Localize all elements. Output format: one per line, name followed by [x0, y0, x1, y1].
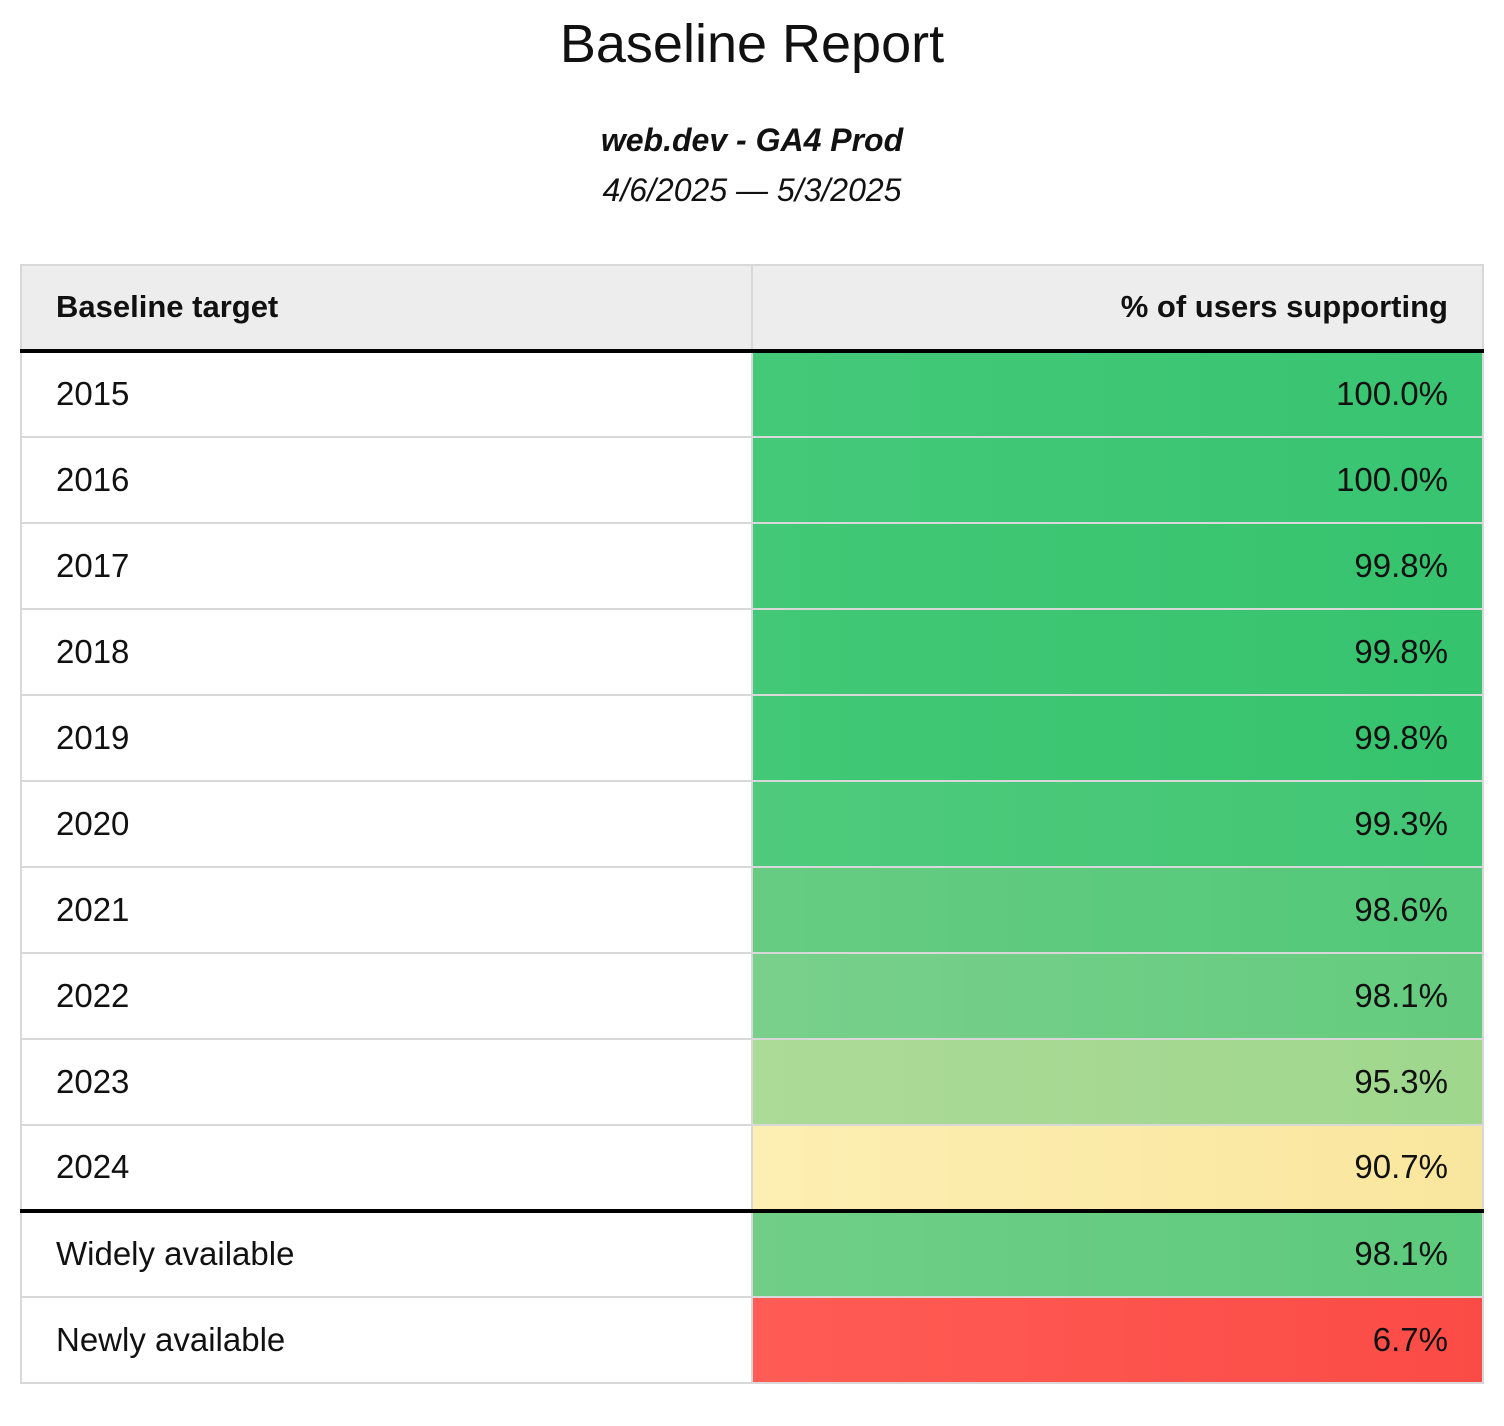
percent-supporting-cell: 100.0%	[751, 435, 1484, 524]
baseline-target-cell: 2018	[20, 607, 753, 696]
table-row: 2023 95.3%	[20, 1037, 1484, 1126]
baseline-table-container: Baseline target % of users supporting 20…	[20, 263, 1484, 1384]
table-row: 2022 98.1%	[20, 951, 1484, 1040]
percent-supporting-cell: 99.8%	[751, 521, 1484, 610]
percent-supporting-cell: 98.1%	[751, 951, 1484, 1040]
percent-supporting-cell: 99.8%	[751, 693, 1484, 782]
table-row: Widely available 98.1%	[20, 1209, 1484, 1298]
report-header: Baseline Report web.dev - GA4 Prod 4/6/2…	[0, 12, 1504, 210]
table-header: Baseline target % of users supporting	[20, 263, 1484, 353]
report-title: Baseline Report	[559, 14, 945, 74]
table-row: 2020 99.3%	[20, 779, 1484, 868]
baseline-target-cell: 2024	[20, 1123, 753, 1213]
baseline-target-cell: 2017	[20, 521, 753, 610]
table-row: 2024 90.7%	[20, 1123, 1484, 1213]
baseline-target-cell: 2019	[20, 693, 753, 782]
table-row: 2015 100.0%	[20, 349, 1484, 438]
table-row: 2018 99.8%	[20, 607, 1484, 696]
percent-supporting-cell: 98.1%	[751, 1209, 1484, 1298]
table-row: 2016 100.0%	[20, 435, 1484, 524]
table-row: 2019 99.8%	[20, 693, 1484, 782]
table-row: Newly available 6.7%	[20, 1295, 1484, 1384]
baseline-table: Baseline target % of users supporting 20…	[20, 263, 1484, 1384]
baseline-target-cell: 2023	[20, 1037, 753, 1126]
baseline-target-cell: Widely available	[20, 1209, 753, 1298]
baseline-target-cell: 2020	[20, 779, 753, 868]
percent-supporting-cell: 6.7%	[751, 1295, 1484, 1384]
column-header-percent-users: % of users supporting	[751, 263, 1484, 353]
table-header-row: Baseline target % of users supporting	[20, 263, 1484, 353]
percent-supporting-cell: 99.3%	[751, 779, 1484, 868]
table-row: 2021 98.6%	[20, 865, 1484, 954]
report-subtitle: web.dev - GA4 Prod	[600, 121, 904, 158]
percent-supporting-cell: 95.3%	[751, 1037, 1484, 1126]
report-date-range: 4/6/2025 — 5/3/2025	[602, 172, 902, 209]
percent-supporting-cell: 98.6%	[751, 865, 1484, 954]
percent-supporting-cell: 90.7%	[751, 1123, 1484, 1213]
baseline-target-cell: Newly available	[20, 1295, 753, 1384]
table-row: 2017 99.8%	[20, 521, 1484, 610]
baseline-target-cell: 2021	[20, 865, 753, 954]
baseline-target-cell: 2022	[20, 951, 753, 1040]
baseline-target-cell: 2015	[20, 349, 753, 438]
table-body: 2015 100.0% 2016 100.0% 2017 99.8% 2018 99.8% 20…	[20, 349, 1484, 1384]
column-header-baseline-target: Baseline target	[20, 263, 753, 353]
percent-supporting-cell: 99.8%	[751, 607, 1484, 696]
baseline-target-cell: 2016	[20, 435, 753, 524]
percent-supporting-cell: 100.0%	[751, 349, 1484, 438]
